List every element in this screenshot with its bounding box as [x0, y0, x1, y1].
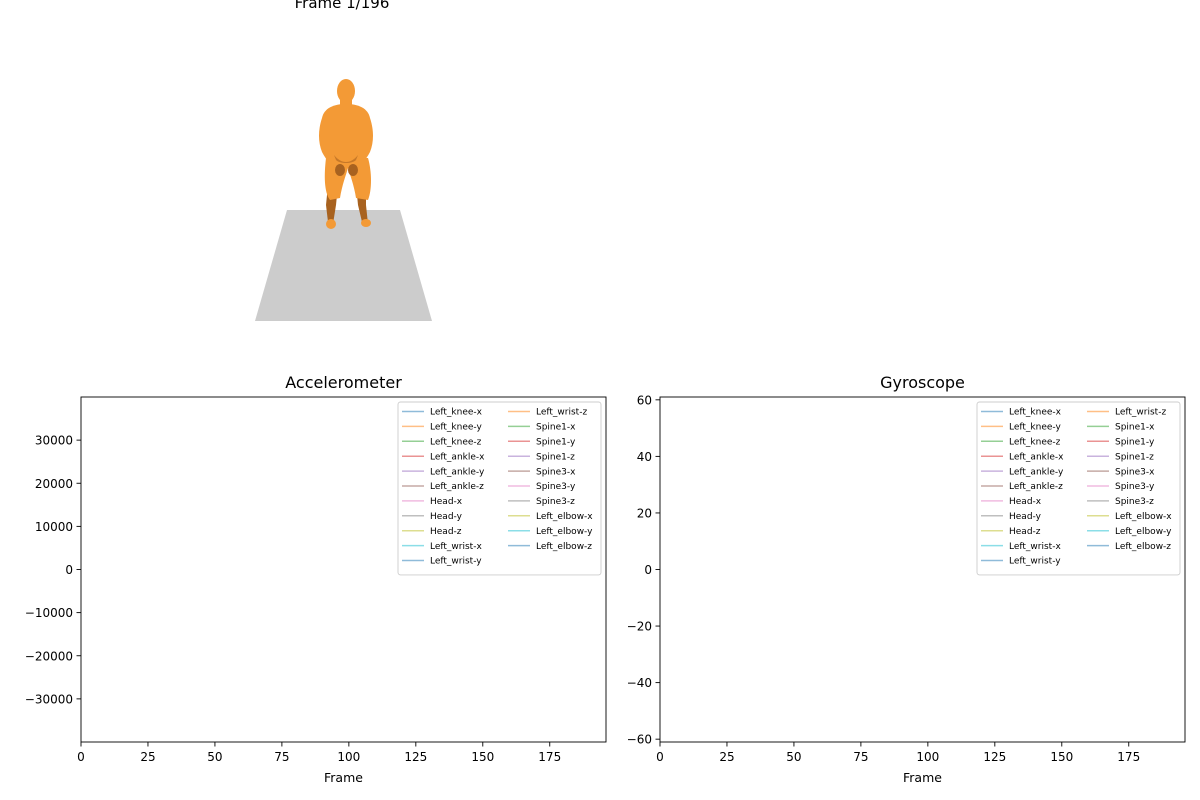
legend: Left_knee-x Left_knee-y Left_knee-z Left_an… [976, 401, 1181, 576]
legend-entry: Spine3-x [536, 467, 576, 477]
y-tick-label: 0 [644, 563, 652, 577]
legend: Left_knee-x Left_knee-y Left_knee-z Left_an… [397, 401, 602, 576]
y-tick-label: 0 [65, 563, 73, 577]
legend-entry: Head-y [430, 512, 463, 522]
y-tick-label: 10000 [35, 520, 73, 534]
legend-entry: Head-x [1009, 497, 1042, 507]
legend-entry: Left_wrist-y [1009, 557, 1061, 567]
x-tick-label: 100 [916, 750, 939, 764]
legend-entry: Left_ankle-x [1009, 452, 1064, 462]
legend-entry: Left_wrist-x [430, 542, 482, 552]
legend-entry: Spine1-y [1115, 438, 1155, 448]
y-tick-label: 20000 [35, 477, 73, 491]
x-tick-label: 100 [337, 750, 360, 764]
x-tick-label: 50 [207, 750, 222, 764]
accelerometer-chart: Accelerometer 0 25 50 75 100 125 150 175 −30000 −2… [25, 373, 607, 785]
y-tick-label: −40 [627, 676, 652, 690]
y-tick-label: 30000 [35, 434, 73, 448]
y-tick-label: 40 [637, 450, 652, 464]
legend-entry: Left_ankle-y [1009, 467, 1064, 477]
legend-entry: Left_ankle-y [430, 467, 485, 477]
x-tick-label: 150 [471, 750, 494, 764]
chart-title: Gyroscope [880, 373, 965, 392]
x-tick-label: 25 [140, 750, 155, 764]
legend-entry: Head-y [1009, 512, 1042, 522]
legend-entry: Left_knee-y [430, 423, 483, 433]
plot-frame [659, 396, 1186, 743]
legend-entry: Head-z [430, 527, 462, 537]
legend-entry: Left_elbow-y [1115, 527, 1172, 537]
x-tick-label: 25 [719, 750, 734, 764]
legend-entry: Spine3-z [536, 497, 575, 507]
gyroscope-chart: Gyroscope 0 25 50 75 100 125 150 175 −60 −40 −20 0 20… [627, 373, 1186, 785]
legend-box [976, 401, 1181, 576]
legend-entry: Spine1-x [1115, 423, 1155, 433]
y-tick-label: −10000 [25, 606, 73, 620]
x-tick-label: 150 [1050, 750, 1073, 764]
y-tick-label: −20000 [25, 649, 73, 663]
legend-entry: Left_elbow-x [536, 512, 593, 522]
legend-entry: Spine3-y [1115, 482, 1155, 492]
y-tick-label: −60 [627, 733, 652, 747]
x-tick-label: 175 [538, 750, 561, 764]
legend-entry: Left_elbow-z [1115, 542, 1171, 552]
x-tick-label: 125 [983, 750, 1006, 764]
frame-title: Frame 1/196 [295, 0, 390, 12]
x-tick-label: 175 [1117, 750, 1140, 764]
legend-entry: Left_elbow-y [536, 527, 593, 537]
legend-entry: Left_elbow-z [536, 542, 592, 552]
x-axis-label: Frame [324, 770, 363, 785]
legend-entry: Left_knee-x [1009, 408, 1062, 418]
legend-entry: Left_wrist-y [430, 557, 482, 567]
legend-entry: Spine1-z [536, 452, 575, 462]
legend-entry: Left_wrist-z [536, 408, 587, 418]
legend-entry: Spine3-z [1115, 497, 1154, 507]
x-tick-label: 125 [404, 750, 427, 764]
legend-entry: Left_knee-y [1009, 423, 1062, 433]
x-tick-label: 75 [853, 750, 868, 764]
render-panel: Frame 1/196 [255, 0, 432, 321]
legend-entry: Left_knee-x [430, 408, 483, 418]
human-figure [319, 79, 373, 229]
x-tick-label: 0 [656, 750, 664, 764]
legend-entry: Spine1-z [1115, 452, 1154, 462]
legend-entry: Left_elbow-x [1115, 512, 1172, 522]
legend-entry: Left_knee-z [430, 438, 482, 448]
y-tick-label: −20 [627, 620, 652, 634]
legend-entry: Left_knee-z [1009, 438, 1061, 448]
legend-entry: Head-z [1009, 527, 1041, 537]
legend-entry: Left_wrist-x [1009, 542, 1061, 552]
legend-entry: Spine3-y [536, 482, 576, 492]
legend-entry: Spine1-x [536, 423, 576, 433]
y-tick-label: −30000 [25, 692, 73, 706]
y-tick-label: 60 [637, 393, 652, 407]
legend-entry: Left_ankle-x [430, 452, 485, 462]
x-axis-label: Frame [903, 770, 942, 785]
legend-entry: Head-x [430, 497, 463, 507]
legend-entry: Left_ankle-z [430, 482, 484, 492]
legend-entry: Left_ankle-z [1009, 482, 1063, 492]
floor-plane [255, 210, 432, 321]
x-tick-label: 50 [786, 750, 801, 764]
chart-title: Accelerometer [285, 373, 402, 392]
x-tick-label: 75 [274, 750, 289, 764]
plot-frame [80, 396, 607, 743]
x-tick-label: 0 [77, 750, 85, 764]
legend-box [397, 401, 602, 576]
y-tick-label: 20 [637, 506, 652, 520]
legend-entry: Spine1-y [536, 438, 576, 448]
legend-entry: Left_wrist-z [1115, 408, 1166, 418]
legend-entry: Spine3-x [1115, 467, 1155, 477]
